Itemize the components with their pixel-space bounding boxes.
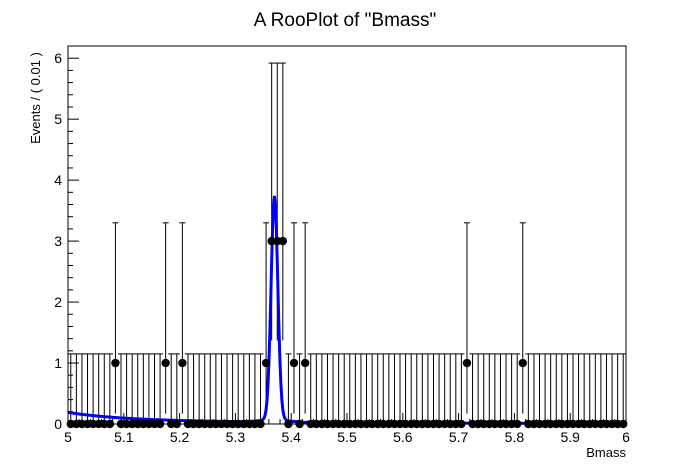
x-tick-label: 6 [622,429,630,445]
x-tick-label: 5.5 [337,429,357,445]
x-tick-label: 5.4 [281,429,301,445]
y-tick-label: 1 [54,355,62,371]
data-point [178,358,187,368]
x-tick-label: 5.6 [393,429,413,445]
x-tick-label: 5 [64,429,72,445]
plot-frame [67,45,627,425]
x-tick-label: 5.9 [560,429,580,445]
data-point [161,358,170,368]
data-point [111,358,120,368]
x-tick-label: 5.1 [114,429,134,445]
x-tick-label: 5.2 [170,429,190,445]
y-tick-label: 5 [54,111,62,127]
data-point [518,358,527,368]
x-tick-label: 5.7 [449,429,469,445]
y-axis: 0 1 2 3 4 5 6 [54,45,79,432]
error-bars [67,62,627,425]
data-point [261,358,271,368]
chart-title: A RooPlot of "Bmass" [254,10,436,31]
x-axis: 5 5.1 5.2 5.3 5.4 5.5 5.6 5.7 5.8 5.9 6 [64,413,630,445]
y-tick-label: 4 [54,172,62,188]
y-axis-label: Events / ( 0.01 ) [28,52,43,144]
y-tick-label: 2 [54,294,62,310]
y-tick-label: 6 [54,50,62,66]
data-point [278,236,288,246]
data-point [300,358,310,368]
data-points [66,236,628,429]
y-tick-label: 0 [54,416,62,432]
x-tick-label: 5.3 [226,429,246,445]
data-point [462,358,472,368]
x-tick-label: 5.8 [505,429,525,445]
y-tick-label: 3 [54,233,62,249]
x-axis-label: Bmass [586,445,626,460]
fit-curve [67,195,626,425]
data-point [289,358,299,368]
fit-curve-line [67,195,626,425]
